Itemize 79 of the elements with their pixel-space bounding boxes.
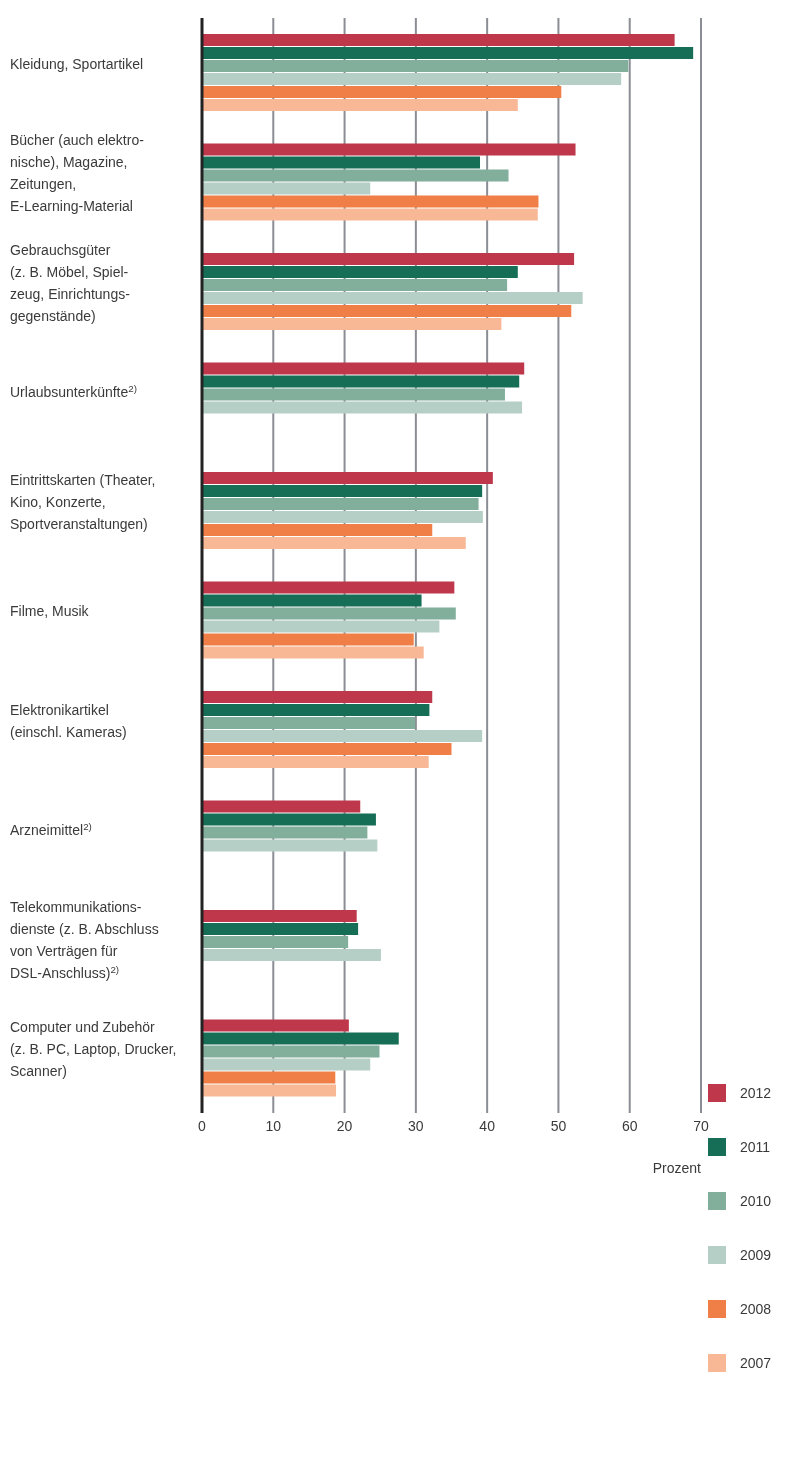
bar: [202, 182, 371, 195]
bar: [202, 730, 483, 742]
bar: [202, 1019, 349, 1032]
x-tick-label: 40: [479, 1117, 496, 1134]
bar: [202, 143, 576, 156]
bar: [202, 949, 381, 961]
bar: [202, 73, 622, 85]
bar: [202, 485, 483, 497]
bar: [202, 923, 359, 935]
x-tick-label: 60: [621, 1117, 638, 1134]
bar: [202, 208, 538, 221]
legend-label: 2010: [740, 1193, 772, 1209]
bar: [202, 691, 433, 703]
bar: [202, 279, 508, 291]
x-tick-label: 10: [265, 1117, 282, 1134]
legend-label: 2008: [740, 1301, 772, 1317]
bar: [202, 266, 518, 278]
bar: [202, 511, 483, 523]
y-tick-label: Elektronikartikel (einschl. Kameras): [10, 701, 127, 740]
y-tick-label: Computer und Zubehör (z. B. PC, Laptop, Drucker, Scanner): [10, 1019, 177, 1080]
bar: [202, 156, 481, 169]
bar: [202, 620, 440, 633]
bar: [202, 375, 520, 388]
bar: [202, 524, 433, 536]
bar: [202, 594, 422, 607]
bar: [202, 99, 518, 111]
bar: [202, 813, 376, 826]
bar: [202, 195, 539, 208]
bar: [202, 401, 523, 414]
y-tick-label: Arzneimittel$^{2)}$: [10, 820, 92, 839]
bar: [202, 60, 629, 72]
bar: [202, 1084, 337, 1097]
y-tick-label: Kleidung, Sportartikel: [10, 55, 144, 72]
bar: [202, 826, 368, 839]
bar: [202, 169, 509, 182]
y-tick-label: Urlaubsunterkünfte$^{2)}$: [10, 382, 138, 401]
x-tick-label: 50: [550, 1117, 567, 1134]
y-tick-label: Telekommunikations- dienste (z. B. Abschluss von Verträgen für DSL-Anschluss)$^{2)}$: [10, 898, 159, 981]
legend-label: 2009: [740, 1247, 772, 1263]
legend-label: 2007: [740, 1355, 772, 1371]
bar: [202, 1045, 380, 1058]
x-tick-label: 70: [693, 1117, 709, 1134]
y-tick-label: Filme, Musik: [10, 603, 90, 620]
bar: [202, 646, 424, 659]
bar: [202, 581, 455, 594]
bar: [202, 388, 505, 401]
y-tick-label: Eintrittskarten (Theater, Kino, Konzerte, Sportveranstaltungen): [10, 471, 156, 532]
bar: [202, 47, 694, 59]
bar: [202, 704, 430, 716]
bar: [202, 292, 583, 304]
bar: [202, 253, 575, 265]
bar: [202, 839, 378, 852]
x-tick-label: 0: [198, 1117, 207, 1134]
bar: [202, 86, 562, 98]
bar: [202, 910, 357, 922]
bar: [202, 362, 525, 375]
bar: [202, 305, 572, 317]
bar: [202, 1058, 371, 1071]
bar: [202, 936, 349, 948]
bar: [202, 498, 479, 510]
x-tick-label: 30: [408, 1117, 424, 1134]
y-tick-label: Gebrauchsgüter (z. B. Möbel, Spiel- zeug, Einrichtungs- gegenstände): [10, 241, 131, 324]
bar: [202, 318, 502, 330]
legend-label: 2012: [740, 1085, 772, 1101]
x-tick-label: 20: [336, 1117, 353, 1134]
bar: [202, 34, 675, 46]
y-tick-label: Bücher (auch elektro- nische), Magazine, Zeitungen, E-Learning-Material: [10, 132, 145, 215]
bar: [202, 607, 456, 620]
bar: [202, 472, 493, 484]
bar: [202, 756, 429, 768]
x-axis-title: Prozent: [652, 1160, 702, 1176]
bar: [202, 1032, 399, 1045]
legend-label: 2011: [740, 1139, 771, 1155]
bar: [202, 717, 416, 729]
bar: [202, 633, 414, 646]
bar: [202, 537, 466, 549]
bar: [202, 743, 452, 755]
bar: [202, 1071, 336, 1084]
bar: [202, 800, 361, 813]
